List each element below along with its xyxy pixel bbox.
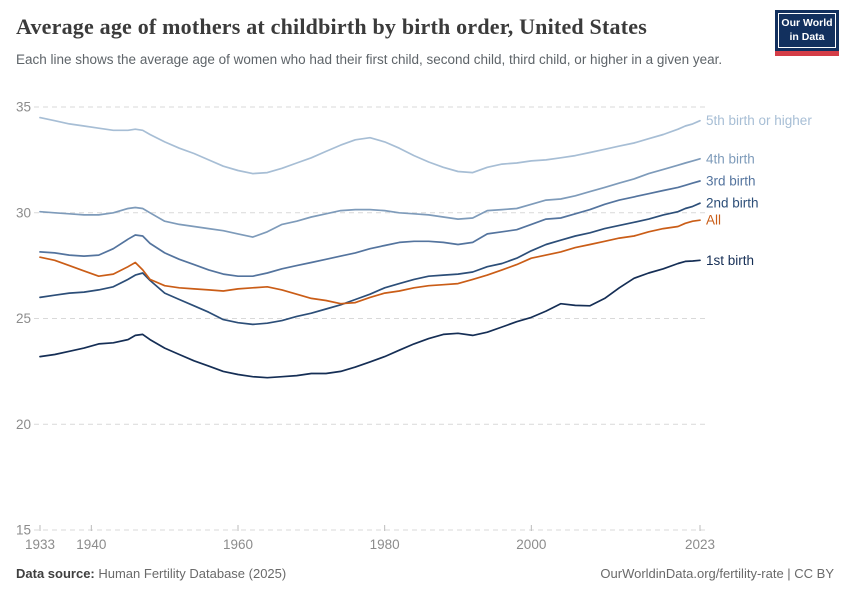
series-label-3rd-birth[interactable]: 3rd birth bbox=[706, 174, 756, 189]
series-line-3rd-birth[interactable] bbox=[39, 180, 701, 278]
series-line-5th-birth-or-higher[interactable] bbox=[39, 116, 701, 175]
chart-subtitle: Each line shows the average age of women… bbox=[16, 52, 723, 67]
owid-logo-red-bar bbox=[775, 51, 839, 57]
series-label-4th-birth[interactable]: 4th birth bbox=[706, 151, 755, 166]
owid-logo-text: Our World in Data bbox=[778, 13, 836, 49]
x-tick-label-2023: 2023 bbox=[685, 537, 715, 552]
owid-logo-box: Our World in Data bbox=[775, 10, 839, 52]
y-tick-label-35: 35 bbox=[16, 100, 31, 115]
credit-link[interactable]: OurWorldinData.org/fertility-rate | CC B… bbox=[600, 566, 834, 581]
data-source: Data source: Human Fertility Database (2… bbox=[16, 566, 286, 581]
series-label-2nd-birth[interactable]: 2nd birth bbox=[706, 196, 759, 211]
owid-logo[interactable]: Our World in Data bbox=[775, 10, 839, 57]
y-tick-label-25: 25 bbox=[16, 311, 31, 326]
y-tick-label-15: 15 bbox=[16, 523, 31, 538]
page-title: Average age of mothers at childbirth by … bbox=[16, 14, 647, 39]
x-tick-label-2000: 2000 bbox=[516, 537, 546, 552]
owid-logo-line1: Our World bbox=[781, 17, 833, 29]
x-tick-label-1960: 1960 bbox=[223, 537, 253, 552]
x-tick-label-1980: 1980 bbox=[370, 537, 400, 552]
series-line-1st-birth[interactable] bbox=[39, 259, 701, 379]
series-line-all[interactable] bbox=[39, 219, 701, 305]
series-line-4th-birth[interactable] bbox=[39, 157, 701, 238]
y-tick-label-20: 20 bbox=[16, 417, 31, 432]
series-label-1st-birth[interactable]: 1st birth bbox=[706, 253, 754, 268]
series-label-5th-birth-or-higher[interactable]: 5th birth or higher bbox=[706, 113, 812, 128]
owid-logo-line2: in Data bbox=[789, 30, 825, 43]
x-tick-label-1940: 1940 bbox=[76, 537, 106, 552]
x-tick-label-1933: 1933 bbox=[25, 537, 55, 552]
chart-footer: Data source: Human Fertility Database (2… bbox=[16, 566, 834, 581]
series-line-2nd-birth[interactable] bbox=[39, 202, 701, 326]
series-label-all[interactable]: All bbox=[706, 213, 721, 228]
data-source-label: Data source: bbox=[16, 566, 95, 581]
y-tick-label-30: 30 bbox=[16, 205, 31, 220]
data-source-value: Human Fertility Database (2025) bbox=[94, 566, 287, 581]
